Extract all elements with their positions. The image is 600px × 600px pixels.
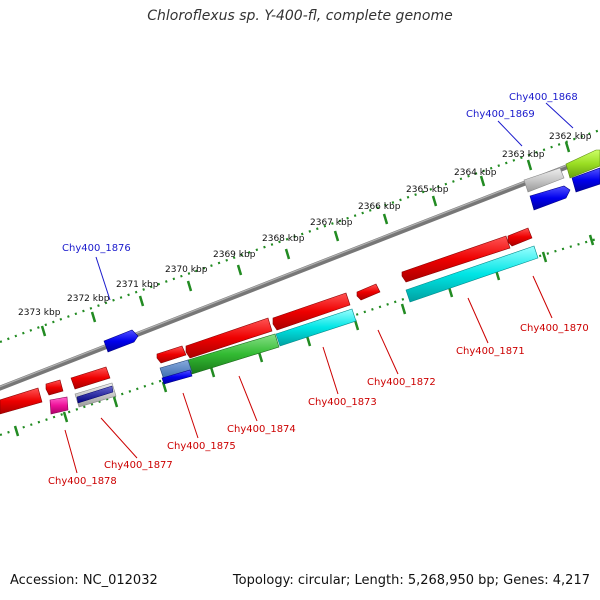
gene-label[interactable]: Chy400_1876 <box>62 243 131 254</box>
gene-labels-bottom: Chy400_1870 Chy400_1871 Chy400_1872 Chy4… <box>48 323 589 487</box>
kbp-label: 2372 kbp <box>67 294 110 304</box>
tick-2367 <box>333 230 340 242</box>
leader-1877 <box>100 417 138 459</box>
gene-label[interactable]: Chy400_1875 <box>167 441 236 452</box>
gene-label[interactable]: Chy400_1868 <box>509 92 578 103</box>
genome-backbone-highlight <box>0 151 600 388</box>
gene-1868-blue-feature <box>571 167 600 193</box>
genes-reverse-row1 <box>0 227 533 415</box>
gene-1874-feature <box>185 317 273 359</box>
kbp-label: 2362 kbp <box>549 132 592 142</box>
kbp-label: 2373 kbp <box>18 308 61 318</box>
tick-2365 <box>431 195 438 207</box>
gene-1869-blue-feature <box>529 185 571 211</box>
gene-edge-feature <box>0 387 43 415</box>
gene-labels-top: Chy400_1868 Chy400_1869 Chy400_1876 <box>62 92 578 254</box>
gene-1873-feature <box>272 292 351 331</box>
tick-2364 <box>479 175 486 187</box>
navy-domain-1877 <box>76 385 114 404</box>
tick-2363 <box>526 159 533 171</box>
gene-label[interactable]: Chy400_1869 <box>466 109 535 120</box>
leader-1874 <box>238 375 258 422</box>
outer-major-ticks <box>40 141 571 337</box>
kbp-labels: 2362 kbp 2363 kbp 2364 kbp 2365 kbp 2366… <box>18 132 592 318</box>
gene-label[interactable]: Chy400_1872 <box>367 377 436 388</box>
genes-forward <box>103 149 600 353</box>
leader-1875 <box>182 392 199 439</box>
kbp-label: 2368 kbp <box>262 234 305 244</box>
tick-2369 <box>236 264 243 276</box>
gene-label[interactable]: Chy400_1877 <box>104 460 173 471</box>
inner-major-ticks <box>13 234 595 437</box>
leader-1868 <box>545 102 574 129</box>
kbp-label: 2370 kbp <box>165 265 208 275</box>
tick-2372 <box>90 311 97 323</box>
tick-2373 <box>40 325 47 337</box>
kbp-label: 2366 kbp <box>358 202 401 212</box>
gene-1868-feature <box>565 149 600 179</box>
genome-backbone <box>0 151 600 391</box>
leader-1873 <box>322 346 339 395</box>
leader-1871 <box>467 297 489 344</box>
leader-1870 <box>532 275 553 319</box>
leader-lines-bottom <box>64 275 553 474</box>
kbp-label: 2365 kbp <box>406 185 449 195</box>
map-title: Chloroflexus sp. Y-400-fl, complete geno… <box>147 8 453 24</box>
gene-label[interactable]: Chy400_1874 <box>227 424 296 435</box>
tick-2371 <box>138 295 145 307</box>
kbp-label: 2364 kbp <box>454 168 497 178</box>
gene-label[interactable]: Chy400_1871 <box>456 346 525 357</box>
leader-1876 <box>95 256 111 301</box>
leader-1869 <box>497 120 523 147</box>
gene-1878-feature <box>45 379 64 396</box>
genome-summary-text: Topology: circular; Length: 5,268,950 bp… <box>232 573 590 588</box>
gene-1870-feature <box>507 227 533 247</box>
kbp-label: 2363 kbp <box>502 150 545 160</box>
blue-domain-1875 <box>161 369 193 385</box>
tick-2362 <box>564 141 571 153</box>
leader-1878 <box>64 429 78 474</box>
kbp-label: 2367 kbp <box>310 218 353 228</box>
leader-1872 <box>377 329 399 375</box>
gene-1869-feature <box>523 167 565 193</box>
tick-2366 <box>382 213 389 225</box>
outer-tick-track <box>0 128 600 344</box>
gene-1871-feature <box>401 235 511 283</box>
gene-label[interactable]: Chy400_1870 <box>520 323 589 334</box>
tick-2368 <box>284 248 291 260</box>
tick-2370 <box>186 280 193 292</box>
steel-domain-1875 <box>159 359 193 381</box>
gene-1872-feature <box>356 283 381 301</box>
gene-1876-feature <box>103 329 139 353</box>
cyan-domain-1871 <box>405 245 539 303</box>
accession-text: Accession: NC_012032 <box>10 573 158 588</box>
gene-1877-feature <box>70 366 111 390</box>
kbp-label: 2369 kbp <box>213 250 256 260</box>
gene-label[interactable]: Chy400_1873 <box>308 397 377 408</box>
magenta-domain-1878 <box>49 396 69 415</box>
gene-label[interactable]: Chy400_1878 <box>48 476 117 487</box>
leader-lines-top <box>95 102 574 301</box>
genes-reverse-row2 <box>49 167 600 415</box>
kbp-label: 2371 kbp <box>116 280 159 290</box>
cyan-domain-1873 <box>275 308 357 347</box>
gene-1875-feature <box>156 345 187 364</box>
